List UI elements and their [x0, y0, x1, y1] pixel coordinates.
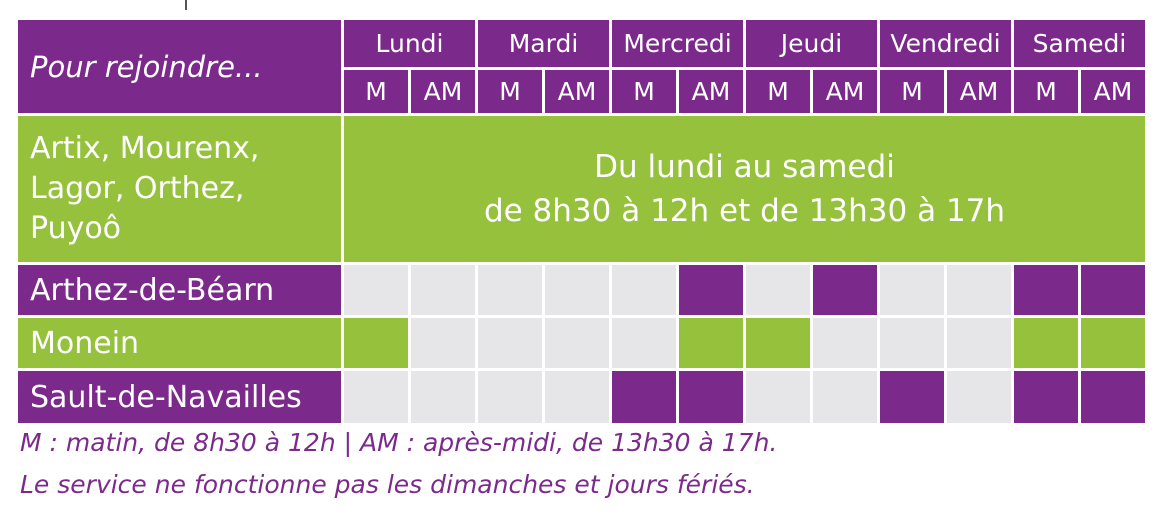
schedule-slot-active	[1014, 265, 1078, 315]
schedule-slot-active	[1014, 318, 1078, 368]
schedule-slot-empty	[612, 318, 676, 368]
day-header-lundi: Lundi	[344, 20, 475, 67]
schedule-slot-active	[679, 318, 743, 368]
half-day-header: M	[880, 70, 944, 113]
half-day-header: AM	[545, 70, 609, 113]
schedule-slot-active	[1081, 371, 1145, 423]
schedule-slot-empty	[411, 265, 475, 315]
schedule-table: Pour rejoindre... Lundi Mardi Mercredi J…	[18, 20, 1145, 423]
schedule-slot-empty	[478, 318, 542, 368]
banner-line-1: Du lundi au samedi	[594, 149, 895, 185]
day-header-mardi: Mardi	[478, 20, 609, 67]
town-label-monein: Monein	[18, 318, 341, 368]
legend-line-2: Le service ne fonctionne pas les dimanch…	[20, 470, 755, 499]
half-day-header: AM	[411, 70, 475, 113]
table-title: Pour rejoindre...	[18, 20, 341, 113]
schedule-slot-empty	[478, 265, 542, 315]
schedule-slot-empty	[411, 318, 475, 368]
daily-service-banner: Du lundi au samedi de 8h30 à 12h et de 1…	[344, 116, 1145, 262]
schedule-slot-active	[612, 371, 676, 423]
schedule-slot-empty	[411, 371, 475, 423]
schedule-slot-active	[1014, 371, 1078, 423]
schedule-slot-empty	[612, 265, 676, 315]
half-day-header: M	[478, 70, 542, 113]
top-tick-mark	[185, 0, 187, 10]
day-header-jeudi: Jeudi	[746, 20, 877, 67]
half-day-header: AM	[1081, 70, 1145, 113]
half-day-header: AM	[679, 70, 743, 113]
half-day-header: M	[612, 70, 676, 113]
schedule-slot-active	[344, 318, 408, 368]
banner-line-2: de 8h30 à 12h et de 13h30 à 17h	[483, 193, 1006, 229]
half-day-header: AM	[813, 70, 877, 113]
schedule-slot-active	[813, 265, 877, 315]
schedule-slot-active	[746, 318, 810, 368]
day-header-mercredi: Mercredi	[612, 20, 743, 67]
schedule-slot-empty	[947, 265, 1011, 315]
schedule-slot-empty	[746, 371, 810, 423]
schedule-slot-empty	[478, 371, 542, 423]
schedule-slot-empty	[344, 371, 408, 423]
town-group-label: Artix, Mourenx, Lagor, Orthez, Puyoô	[18, 116, 341, 262]
schedule-slot-active	[679, 371, 743, 423]
schedule-slot-empty	[947, 318, 1011, 368]
schedule-slot-empty	[880, 265, 944, 315]
town-label-arthez-de-bearn: Arthez-de-Béarn	[18, 265, 341, 315]
schedule-slot-empty	[813, 371, 877, 423]
schedule-slot-empty	[746, 265, 810, 315]
schedule-slot-empty	[545, 371, 609, 423]
day-header-vendredi: Vendredi	[880, 20, 1011, 67]
day-header-samedi: Samedi	[1014, 20, 1145, 67]
town-label-sault-de-navailles: Sault-de-Navailles	[18, 371, 341, 423]
half-day-header: M	[746, 70, 810, 113]
half-day-header: M	[1014, 70, 1078, 113]
schedule-slot-empty	[813, 318, 877, 368]
schedule-slot-active	[679, 265, 743, 315]
schedule-slot-empty	[545, 318, 609, 368]
schedule-slot-empty	[344, 265, 408, 315]
schedule-slot-empty	[880, 318, 944, 368]
half-day-header: M	[344, 70, 408, 113]
schedule-slot-active	[1081, 265, 1145, 315]
half-day-header: AM	[947, 70, 1011, 113]
schedule-slot-empty	[947, 371, 1011, 423]
schedule-slot-active	[880, 371, 944, 423]
schedule-slot-active	[1081, 318, 1145, 368]
legend-line-1: M : matin, de 8h30 à 12h | AM : après-mi…	[20, 428, 778, 457]
schedule-slot-empty	[545, 265, 609, 315]
